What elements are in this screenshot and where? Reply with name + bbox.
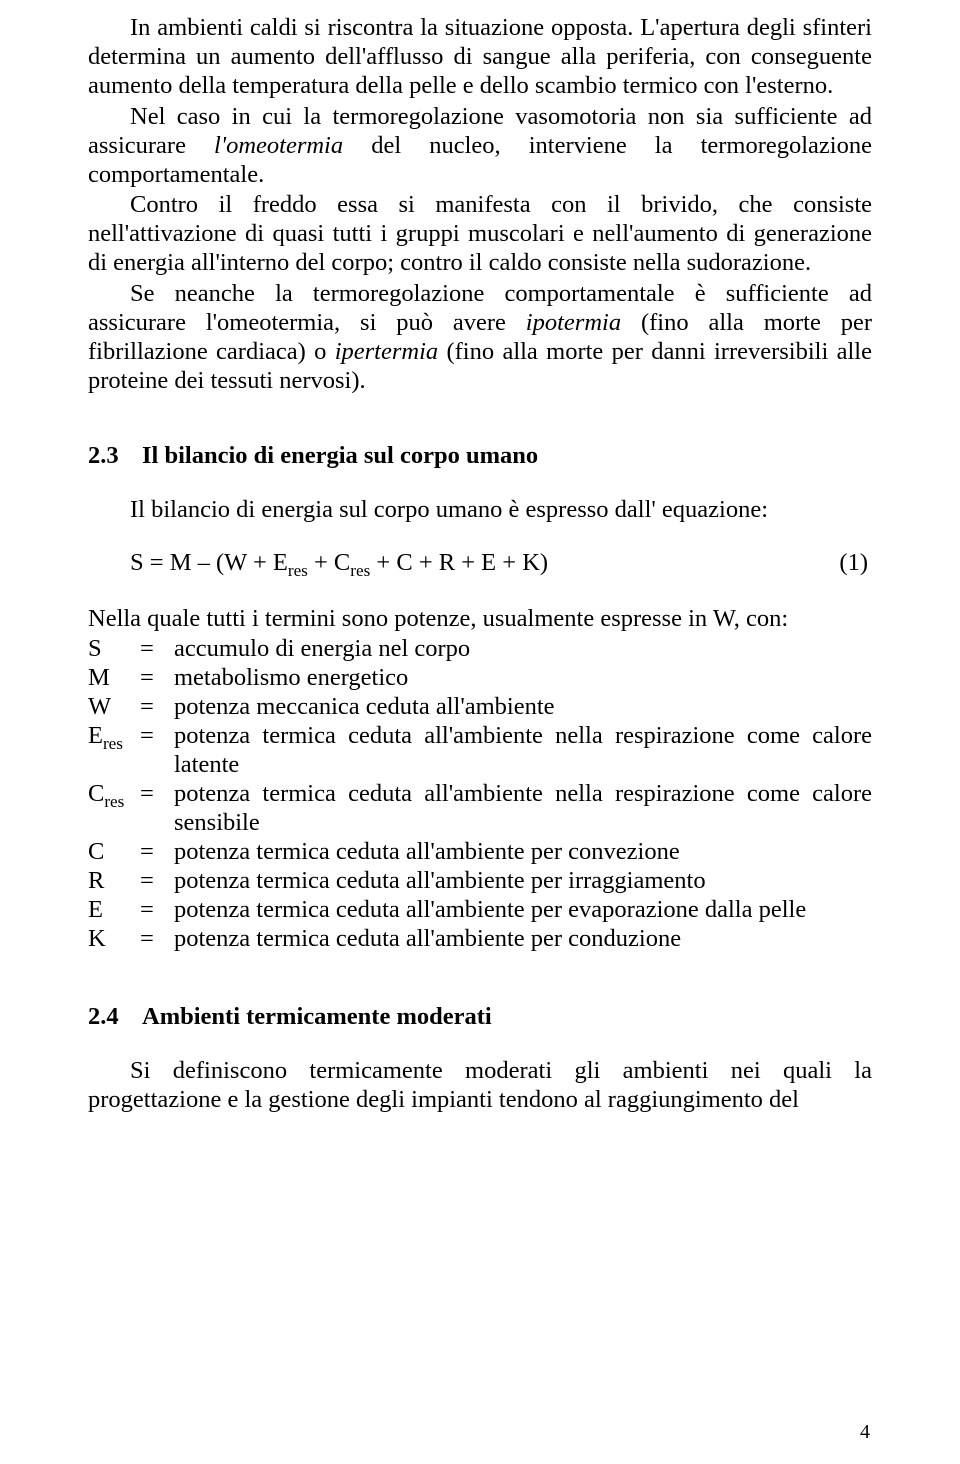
definition-symbol: E <box>88 896 140 925</box>
section-heading-2-3: 2.3Il bilancio di energia sul corpo uman… <box>88 442 872 470</box>
definition-equals: = <box>140 722 174 780</box>
definition-row: Eres=potenza termica ceduta all'ambiente… <box>88 722 872 780</box>
definition-description: metabolismo energetico <box>174 664 872 693</box>
equation-intro: Il bilancio di energia sul corpo umano è… <box>88 496 872 525</box>
italic-term: ipertermia <box>335 338 438 365</box>
definition-symbol: K <box>88 925 140 954</box>
definitions-table: S=accumulo di energia nel corpoM=metabol… <box>88 635 872 953</box>
italic-term: l'omeotermia <box>214 132 343 159</box>
definition-symbol: M <box>88 664 140 693</box>
section-title: Il bilancio di energia sul corpo umano <box>142 442 538 469</box>
document-page: In ambienti caldi si riscontra la situaz… <box>0 0 960 1464</box>
paragraph-1: In ambienti caldi si riscontra la situaz… <box>88 14 872 101</box>
equation-body: S = M – (W + Eres + Cres + C + R + E + K… <box>130 549 548 581</box>
eq-part: S = M – (W + E <box>130 549 288 576</box>
definition-symbol: R <box>88 867 140 896</box>
paragraph-sec24-1: Si definiscono termicamente moderati gli… <box>88 1057 872 1115</box>
definition-equals: = <box>140 693 174 722</box>
equation-row: S = M – (W + Eres + Cres + C + R + E + K… <box>88 549 872 581</box>
definition-equals: = <box>140 780 174 838</box>
section-number: 2.4 <box>88 1003 142 1031</box>
definition-description: potenza termica ceduta all'ambiente per … <box>174 838 872 867</box>
subscript: res <box>350 561 370 580</box>
section-number: 2.3 <box>88 442 142 470</box>
definition-row: M=metabolismo energetico <box>88 664 872 693</box>
definition-symbol: C <box>88 838 140 867</box>
definition-description: potenza termica ceduta all'ambiente nell… <box>174 780 872 838</box>
definition-row: S=accumulo di energia nel corpo <box>88 635 872 664</box>
definition-row: E=potenza termica ceduta all'ambiente pe… <box>88 896 872 925</box>
section-heading-2-4: 2.4Ambienti termicamente moderati <box>88 1003 872 1031</box>
definition-equals: = <box>140 838 174 867</box>
definition-row: Cres=potenza termica ceduta all'ambiente… <box>88 780 872 838</box>
definition-symbol: Cres <box>88 780 140 838</box>
definition-description: potenza termica ceduta all'ambiente per … <box>174 925 872 954</box>
paragraph-2: Nel caso in cui la termoregolazione vaso… <box>88 103 872 190</box>
definitions-intro: Nella quale tutti i termini sono potenze… <box>88 605 872 634</box>
definition-equals: = <box>140 635 174 664</box>
definition-description: potenza termica ceduta all'ambiente per … <box>174 867 872 896</box>
definition-description: potenza termica ceduta all'ambiente per … <box>174 896 872 925</box>
definition-description: accumulo di energia nel corpo <box>174 635 872 664</box>
paragraph-4: Se neanche la termoregolazione comportam… <box>88 280 872 396</box>
definition-symbol: S <box>88 635 140 664</box>
section-title: Ambienti termicamente moderati <box>142 1003 492 1030</box>
definition-row: R=potenza termica ceduta all'ambiente pe… <box>88 867 872 896</box>
equation-number: (1) <box>839 549 872 577</box>
definition-description: potenza termica ceduta all'ambiente nell… <box>174 722 872 780</box>
definition-row: K=potenza termica ceduta all'ambiente pe… <box>88 925 872 954</box>
eq-part: + C + R + E + K) <box>370 549 548 576</box>
subscript: res <box>288 561 308 580</box>
definition-equals: = <box>140 896 174 925</box>
definition-equals: = <box>140 867 174 896</box>
italic-term: ipotermia <box>526 309 621 336</box>
page-number: 4 <box>860 1421 870 1444</box>
definition-row: W=potenza meccanica ceduta all'ambiente <box>88 693 872 722</box>
eq-part: + C <box>308 549 350 576</box>
definition-equals: = <box>140 925 174 954</box>
paragraph-3: Contro il freddo essa si manifesta con i… <box>88 191 872 278</box>
definition-equals: = <box>140 664 174 693</box>
definition-symbol: W <box>88 693 140 722</box>
definition-row: C=potenza termica ceduta all'ambiente pe… <box>88 838 872 867</box>
definition-symbol: Eres <box>88 722 140 780</box>
definition-description: potenza meccanica ceduta all'ambiente <box>174 693 872 722</box>
